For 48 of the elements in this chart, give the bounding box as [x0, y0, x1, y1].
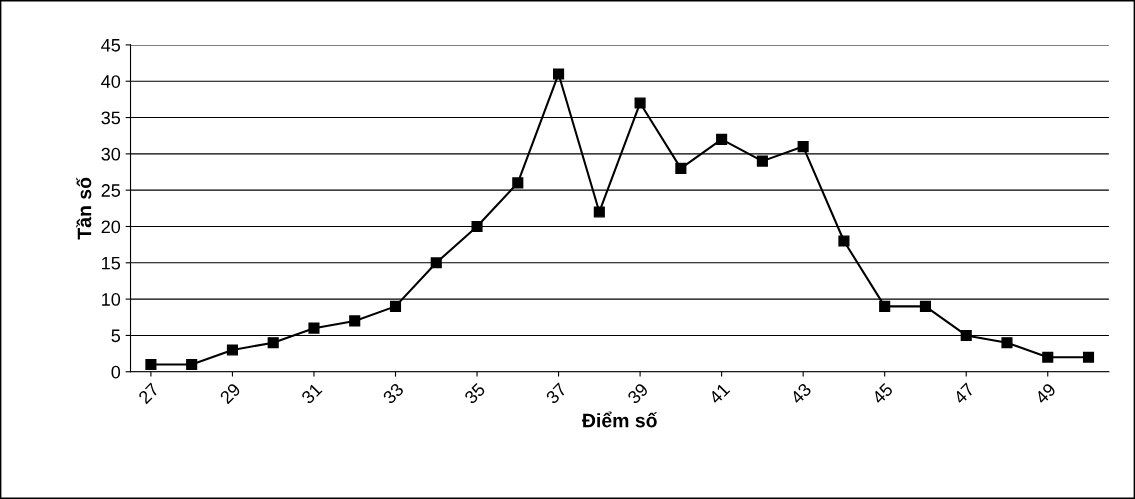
y-tick-label: 0: [111, 365, 121, 379]
y-tick-label: 35: [101, 111, 121, 125]
y-tick-label: 20: [101, 220, 121, 234]
point: [1082, 351, 1095, 363]
point: [471, 220, 483, 233]
y-tick-label: 15: [102, 256, 121, 270]
x-tick-label: 49: [1034, 382, 1057, 405]
point: [838, 235, 850, 247]
y-tick-label: 40: [101, 75, 121, 88]
point: [919, 300, 932, 312]
x-tick-label: 27: [137, 382, 160, 405]
x-axis-title: Điểm số: [581, 411, 657, 428]
point: [716, 133, 728, 145]
y-tick-label: 25: [101, 184, 121, 197]
x-tick-label: 39: [626, 382, 649, 405]
point: [267, 337, 279, 349]
point: [186, 358, 198, 371]
x-tick-label: 47: [952, 382, 975, 405]
x-tick-label: 43: [789, 382, 812, 405]
point: [145, 358, 157, 371]
point: [960, 329, 972, 341]
point: [1001, 337, 1013, 349]
point: [756, 155, 768, 167]
y-axis-title: Tần số: [76, 177, 92, 240]
point: [797, 141, 809, 153]
x-tick-label: 35: [463, 382, 486, 405]
y-tick-label: 45: [101, 39, 121, 52]
x-tick-label: 37: [545, 382, 568, 405]
point: [634, 97, 646, 109]
x-tick-label: 41: [708, 382, 731, 405]
y-tick-label: 5: [111, 329, 121, 343]
x-tick-label: 45: [871, 382, 894, 405]
y-tick-label: 10: [102, 293, 121, 306]
point: [512, 177, 524, 189]
point: [879, 300, 891, 312]
point: [226, 344, 238, 356]
point: [389, 300, 402, 312]
point: [593, 206, 605, 218]
point: [430, 257, 442, 269]
x-tick-label: 33: [382, 382, 405, 405]
x-tick-label: 31: [300, 382, 323, 405]
point: [675, 162, 687, 174]
point: [349, 315, 361, 327]
point: [1042, 351, 1054, 363]
point: [308, 322, 320, 334]
point: [553, 68, 565, 80]
x-tick-label: 29: [219, 382, 242, 405]
y-tick-label: 30: [101, 147, 121, 161]
